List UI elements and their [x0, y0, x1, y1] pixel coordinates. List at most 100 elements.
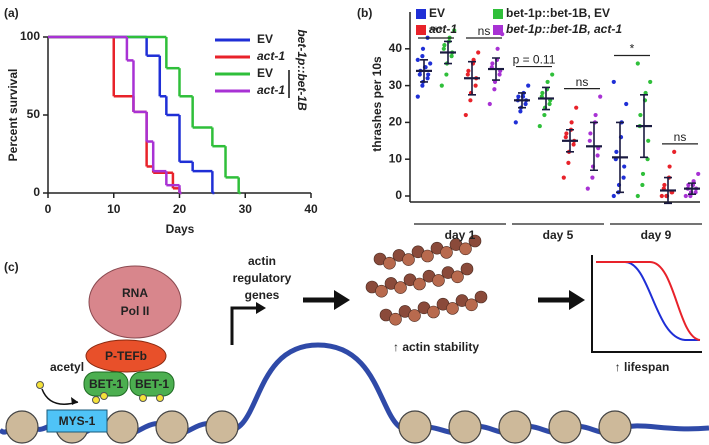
significance-label: ns: [674, 130, 687, 144]
y-tick-label: 0: [395, 188, 402, 202]
label: actin: [248, 254, 276, 268]
data-point: [571, 142, 576, 147]
data-point: [466, 68, 471, 73]
actin-subunit: [389, 312, 402, 326]
data-point: [518, 109, 523, 114]
label: acetyl: [50, 360, 84, 374]
y-tick-label: 30: [389, 78, 403, 92]
y-tick-label: 10: [389, 151, 403, 165]
significance-label: ns: [576, 75, 589, 89]
data-point: [614, 149, 619, 154]
data-point: [593, 112, 598, 118]
actin-subunit: [421, 249, 434, 263]
rna-pol-ii: [88, 265, 182, 339]
curve: [596, 261, 701, 341]
data-point: [574, 105, 579, 110]
label: genes: [245, 288, 280, 302]
actin-subunit: [468, 234, 482, 248]
diagram: (c) RNA Pol II P-TEFb BET-1 BET-1 MYS-1 …: [0, 234, 709, 444]
actin-subunit: [460, 262, 474, 276]
data-point: [611, 79, 616, 85]
actin-subunit: [375, 284, 388, 298]
actin-subunit: [394, 281, 407, 294]
label: regulatory: [233, 271, 292, 285]
data-point: [465, 72, 470, 77]
data-point: [587, 138, 592, 143]
data-point: [662, 182, 667, 188]
data-point: [611, 193, 616, 199]
data-point: [492, 87, 497, 92]
data-point: [542, 112, 547, 118]
y-tick-label: 20: [389, 115, 403, 129]
arrowhead: [256, 302, 266, 314]
data-point: [659, 193, 664, 199]
data-point: [537, 123, 542, 129]
data-point: [646, 138, 651, 143]
data-point: [417, 72, 422, 77]
data-point: [563, 135, 568, 140]
data-point: [561, 175, 566, 180]
actin-subunit: [383, 256, 396, 270]
legend-label: act-1: [257, 83, 285, 97]
x-tick-label: day 1: [445, 228, 476, 242]
x-tick-label: 10: [107, 202, 121, 216]
data-point: [444, 72, 449, 77]
data-point: [640, 171, 646, 177]
label: ↑ lifespan: [615, 360, 670, 374]
actin-subunit: [451, 270, 464, 284]
legend-label: act-1: [429, 22, 457, 36]
data-point: [497, 72, 502, 77]
significance-label: ***: [429, 24, 443, 38]
data-point: [595, 153, 600, 158]
actin-subunit: [465, 298, 478, 312]
actin-subunit: [427, 305, 440, 319]
arrowhead: [71, 397, 78, 405]
p-tefb: [85, 339, 167, 373]
data-point: [526, 83, 531, 88]
legend-swatch: [416, 9, 426, 19]
data-point: [547, 101, 552, 107]
data-point: [545, 79, 550, 85]
significance-label: ns: [478, 24, 491, 38]
acetyl-dot: [139, 394, 147, 402]
label: BET-1: [89, 377, 123, 391]
data-point: [428, 61, 433, 66]
significance-label: p = 0.11: [513, 53, 556, 67]
data-point: [442, 43, 447, 48]
acetyl-dot: [92, 396, 100, 404]
acetyl-dot: [100, 392, 108, 400]
data-point: [452, 28, 457, 33]
data-point: [540, 90, 545, 96]
acetyl-dot: [36, 381, 44, 389]
data-point: [490, 61, 495, 66]
data-point: [441, 46, 446, 51]
legend-label: EV: [429, 6, 445, 20]
actin-subunit: [474, 290, 488, 304]
arrowhead: [569, 290, 585, 310]
data-point: [420, 46, 426, 51]
data-point: [476, 50, 481, 55]
actin-subunit: [459, 242, 472, 256]
actin-filaments: [365, 234, 488, 326]
panel-label: (c): [4, 260, 19, 274]
legend-swatch: [416, 25, 426, 35]
data-point: [516, 94, 521, 99]
label: BET-1: [135, 377, 169, 391]
data-point: [696, 171, 701, 177]
legend-label: bet-1p::bet-1B, act-1: [506, 22, 622, 36]
legend-swatch: [493, 9, 503, 19]
data-point: [590, 175, 595, 180]
data-point: [513, 120, 518, 125]
legend-label: EV: [257, 66, 273, 80]
actin-subunit: [432, 274, 445, 287]
data-point: [640, 182, 645, 188]
legend-swatch: [493, 25, 503, 35]
y-axis-label: Percent survival: [6, 69, 20, 162]
data-point: [588, 131, 593, 136]
label: ↑ actin stability: [393, 340, 479, 354]
panel-label: (a): [4, 6, 19, 20]
nucleosomes: [5, 410, 632, 444]
legend-label: act-1: [257, 49, 285, 63]
data-point: [672, 149, 677, 154]
data-point: [473, 83, 478, 88]
